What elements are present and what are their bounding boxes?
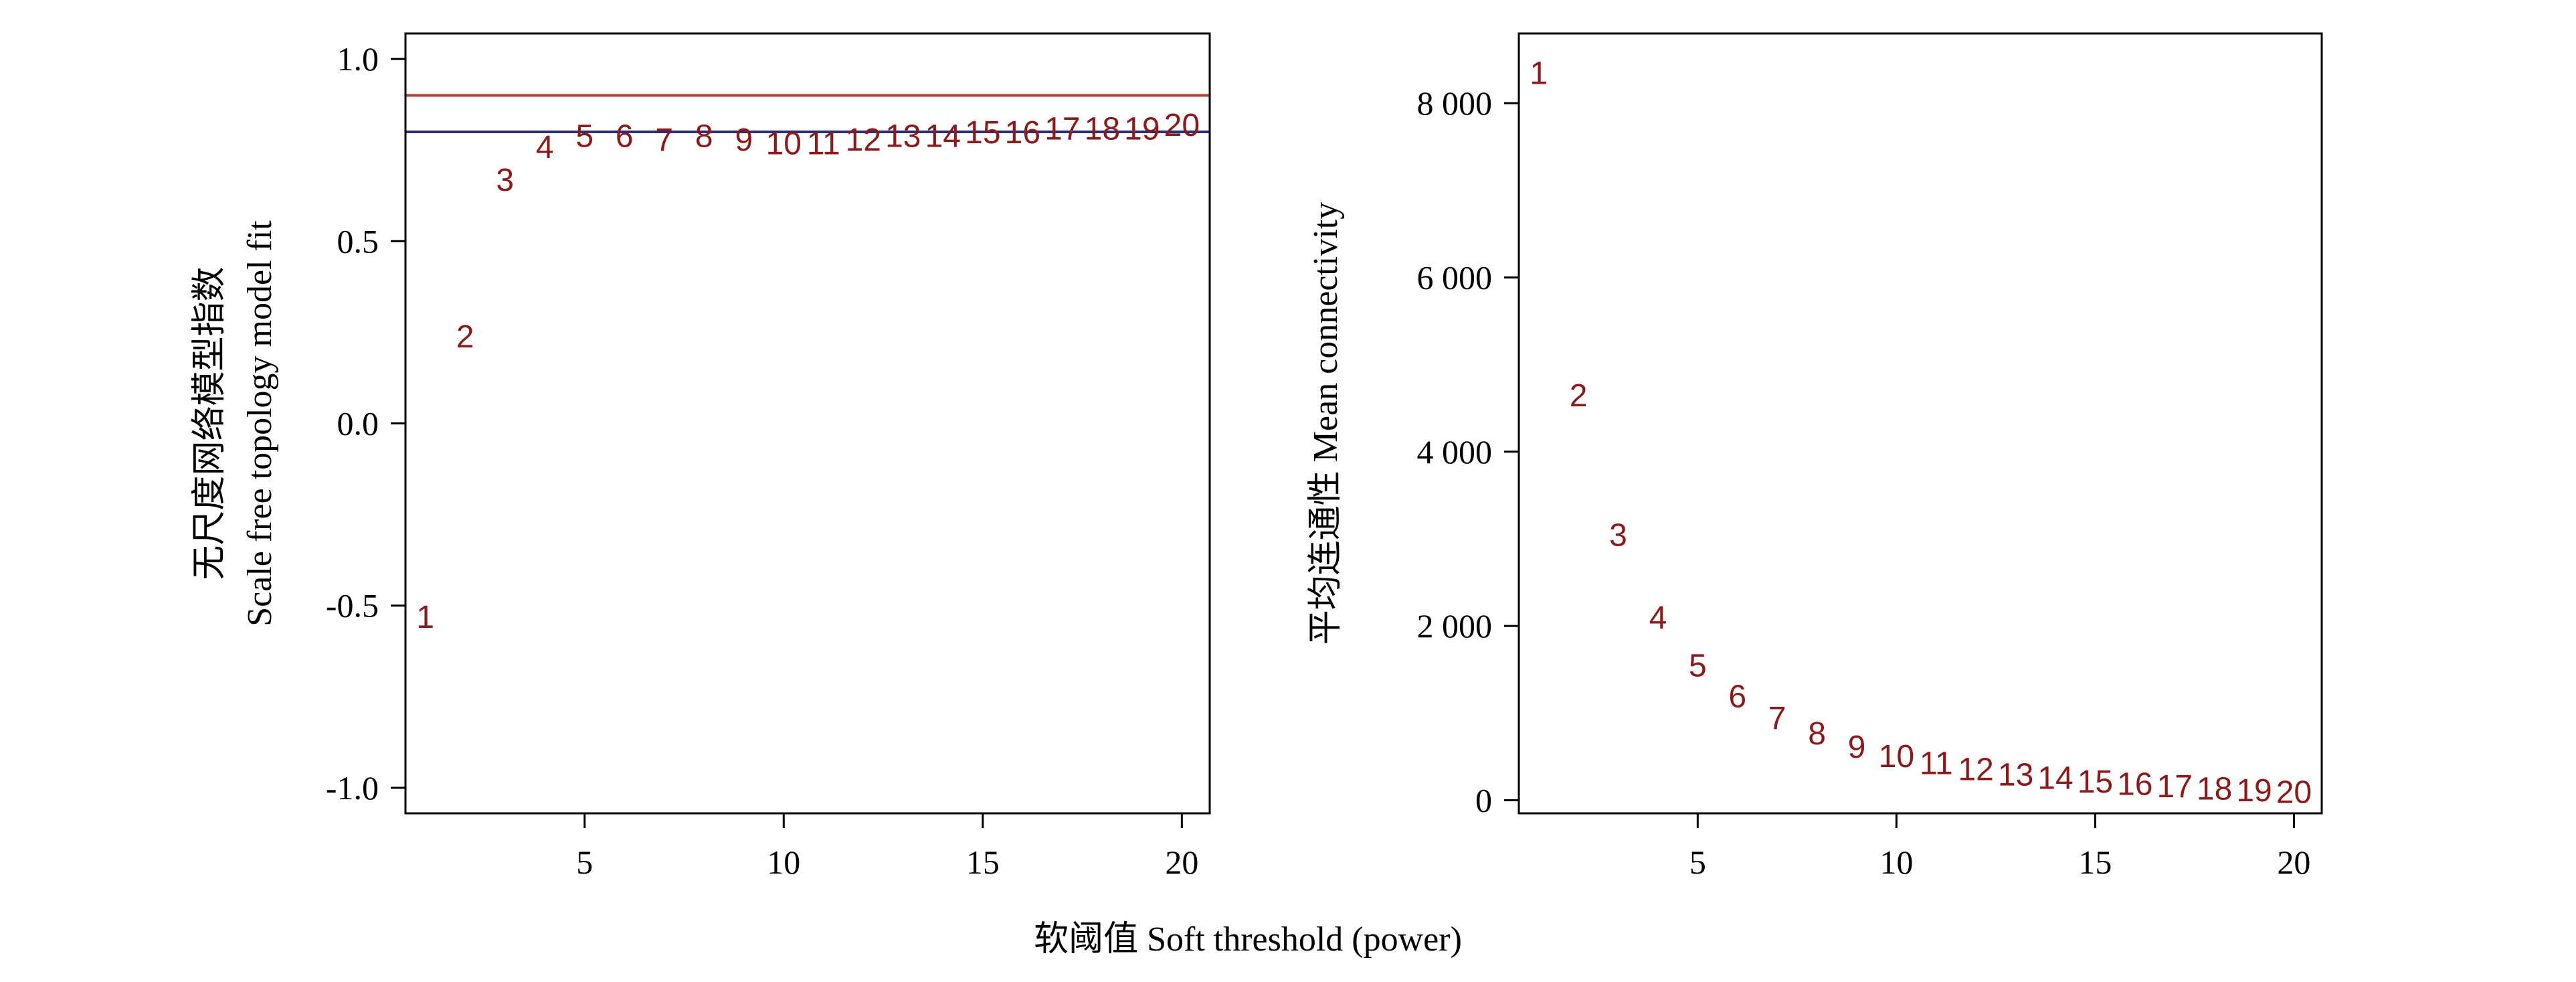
data-point-17: 17 [1044, 112, 1080, 147]
data-point-3: 3 [496, 163, 514, 198]
data-point-14: 14 [925, 118, 961, 154]
data-point-10: 10 [766, 126, 802, 161]
y-tick-label: 0.5 [337, 222, 379, 260]
y-axis-label: 无尺度网络模型指数 [191, 266, 229, 580]
data-point-18: 18 [1085, 112, 1120, 147]
shared-x-axis-label: 软阈值 Soft threshold (power) [1034, 920, 1462, 959]
data-point-1: 1 [416, 600, 434, 635]
x-tick-label: 15 [2078, 843, 2112, 881]
y-tick-label: 2 000 [1417, 607, 1493, 645]
x-tick-label: 10 [1879, 843, 1913, 881]
data-point-9: 9 [735, 122, 753, 158]
data-point-3: 3 [1609, 517, 1627, 553]
y-axis-label: Scale free topology model fit [241, 220, 279, 627]
data-point-13: 13 [885, 118, 921, 154]
data-point-19: 19 [2236, 773, 2272, 809]
data-point-10: 10 [1879, 739, 1914, 774]
y-tick-label: 8 000 [1417, 84, 1493, 122]
x-tick-label: 5 [1689, 843, 1706, 881]
data-point-8: 8 [695, 118, 713, 154]
data-point-9: 9 [1848, 730, 1866, 765]
data-point-6: 6 [616, 118, 634, 154]
data-point-12: 12 [846, 122, 881, 158]
y-tick-label: -1.0 [326, 769, 379, 807]
data-point-4: 4 [1649, 600, 1667, 636]
data-point-18: 18 [2197, 771, 2232, 807]
data-point-20: 20 [2276, 774, 2312, 810]
data-point-2: 2 [456, 319, 474, 355]
x-tick-label: 20 [1165, 843, 1198, 881]
data-point-11: 11 [1920, 746, 1953, 782]
data-point-16: 16 [1005, 115, 1040, 151]
data-point-5: 5 [1689, 649, 1707, 684]
x-tick-label: 10 [767, 843, 800, 881]
x-tick-label: 20 [2277, 843, 2310, 881]
y-tick-label: 6 000 [1417, 258, 1493, 296]
y-tick-label: -0.5 [326, 587, 379, 625]
y-tick-label: 0 [1475, 781, 1492, 819]
x-tick-label: 15 [966, 843, 1000, 881]
data-point-17: 17 [2157, 769, 2193, 805]
data-point-15: 15 [2078, 764, 2113, 800]
y-tick-label: 4 000 [1417, 433, 1493, 471]
y-tick-label: 1.0 [337, 40, 379, 78]
data-point-14: 14 [2037, 761, 2073, 797]
data-point-8: 8 [1808, 716, 1826, 752]
data-point-7: 7 [655, 122, 673, 158]
y-axis-label: 平均连通性 Mean connectivity [1307, 202, 1345, 645]
data-point-12: 12 [1958, 752, 1993, 788]
data-point-15: 15 [965, 115, 1000, 151]
x-tick-label: 5 [576, 843, 593, 881]
data-point-6: 6 [1728, 679, 1746, 714]
data-point-2: 2 [1570, 378, 1588, 414]
data-point-13: 13 [1998, 757, 2033, 793]
plot-frame [1517, 32, 2323, 815]
data-point-19: 19 [1124, 112, 1160, 147]
data-point-11: 11 [807, 126, 840, 161]
data-point-16: 16 [2117, 767, 2152, 803]
data-point-7: 7 [1768, 701, 1786, 736]
data-point-20: 20 [1164, 108, 1200, 143]
data-point-4: 4 [536, 130, 554, 165]
data-point-5: 5 [575, 118, 593, 154]
y-tick-label: 0.0 [337, 405, 379, 442]
data-point-1: 1 [1530, 56, 1548, 92]
